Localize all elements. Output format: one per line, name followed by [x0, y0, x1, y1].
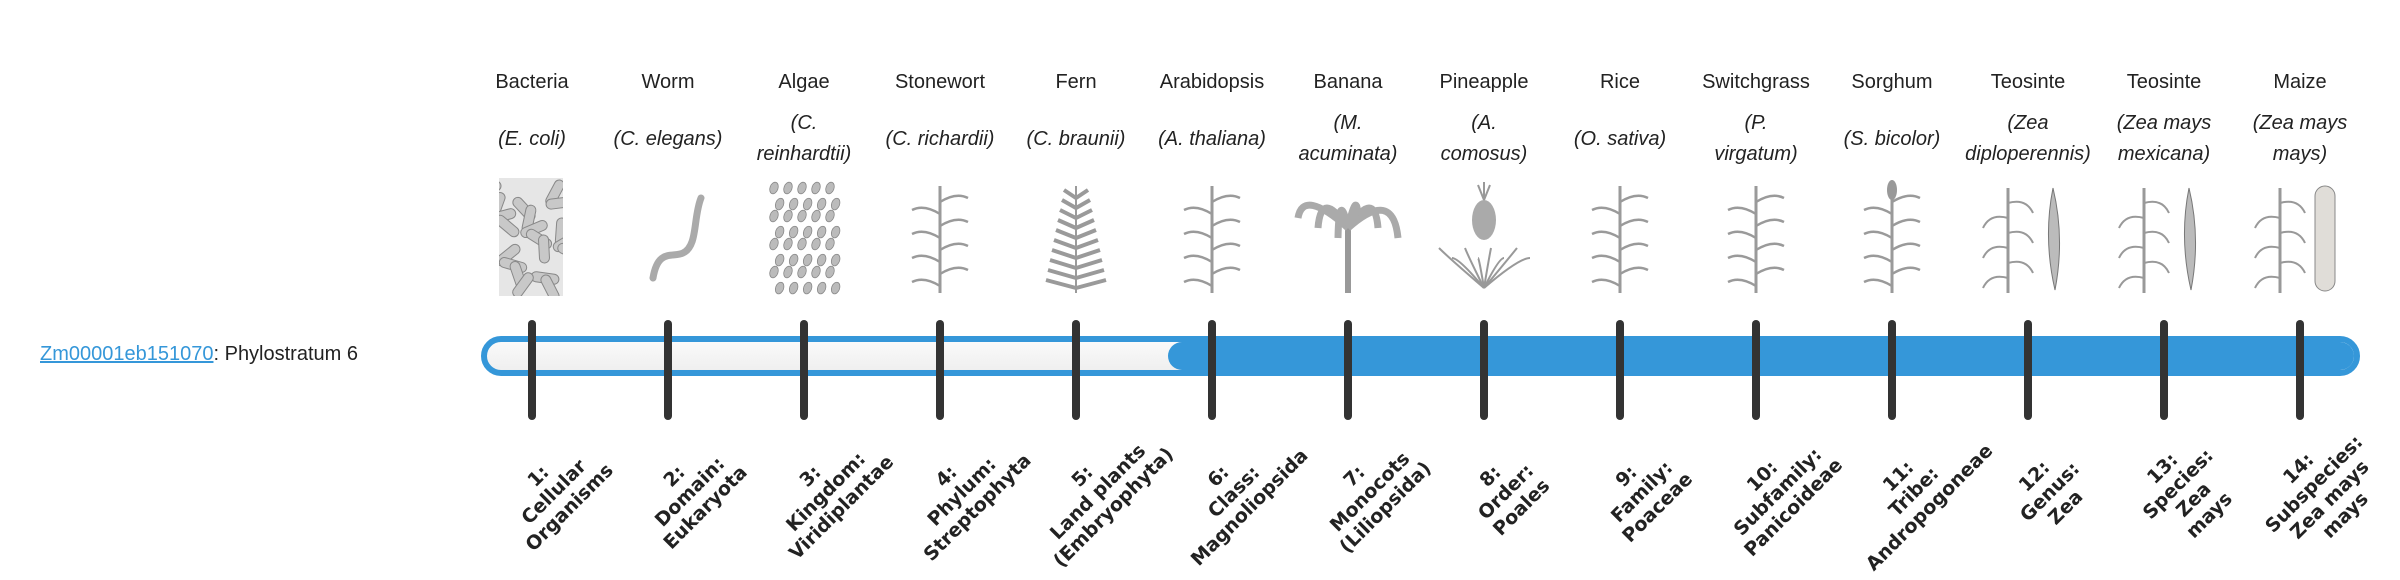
fern-icon — [1021, 178, 1131, 296]
stratum-rank-text: 4: Phylum: Streptophyta — [919, 449, 1036, 566]
stratum-tick — [800, 320, 808, 420]
stratum-rank-text: 6: Class: Magnoliopsida — [1186, 444, 1313, 571]
stratum-rank-text: 11: Tribe: Andropogoneae — [1861, 439, 1998, 576]
stratum-tick — [1208, 320, 1216, 420]
stratum-tick — [1616, 320, 1624, 420]
stratum-tick — [664, 320, 672, 420]
stratum-rank-text: 1: Cellular Organisms — [517, 455, 618, 556]
organism-common-name: Algae — [778, 71, 830, 93]
maize-icon — [2245, 178, 2355, 296]
stratum-tick — [936, 320, 944, 420]
stratum-rank-text: 14: Subspecies: Zea mays mays — [2261, 431, 2374, 544]
phylostratum-fill — [1168, 342, 2354, 370]
gene-phylostratum-label: Zm00001eb151070: Phylostratum 6 — [40, 340, 358, 368]
organism-common-name: Fern — [1055, 71, 1097, 93]
bacteria-icon — [477, 178, 587, 296]
stratum-tick — [1072, 320, 1080, 420]
stratum-tick — [1480, 320, 1488, 420]
sorghum-icon — [1837, 178, 1947, 296]
stratum-tick — [528, 320, 536, 420]
organism-common-name: Arabidopsis — [1159, 71, 1265, 93]
pineapple-icon — [1429, 178, 1539, 296]
organism-species-name: (S. bicolor) — [1843, 127, 1941, 150]
stratum-rank-text: 8: Order: Poales — [1473, 459, 1555, 541]
stratum-rank-text: 3: Kingdom: Viridiplantae — [782, 448, 899, 565]
organism-common-name: Teosinte — [2126, 71, 2202, 93]
algae-icon — [749, 178, 859, 296]
phylostratum-text: : Phylostratum 6 — [213, 343, 358, 365]
arabidopsis-icon — [1157, 178, 1267, 296]
organism-common-name: Rice — [1599, 71, 1640, 93]
stratum-rank-text: 9: Family: Poaceae — [1606, 456, 1698, 548]
stratum-tick — [1752, 320, 1760, 420]
stratum-tick — [2024, 320, 2032, 420]
stratum-rank-text: 12: Genus: Zea — [2014, 456, 2088, 530]
stratum-tick — [1888, 320, 1896, 420]
gene-id-link[interactable]: Zm00001eb151070 — [40, 343, 214, 365]
organism-species-name: (A. thaliana) — [1158, 127, 1266, 150]
organism-common-name: Pineapple — [1439, 71, 1529, 93]
stonewort-icon — [885, 178, 995, 296]
switchgrass-icon — [1701, 178, 1811, 296]
organism-species-name: (C. reinhardtii) — [756, 112, 852, 165]
stratum-tick — [2160, 320, 2168, 420]
organism-common-name: Maize — [2273, 71, 2327, 93]
stratum-rank-text: 13: Species: Zea mays — [2138, 444, 2237, 543]
teosinte-icon — [1973, 178, 2083, 296]
organism-species-name: (O. sativa) — [1573, 127, 1667, 150]
stratum-rank-text: 10: Subfamily: Panicoideae — [1729, 443, 1848, 562]
banana-icon — [1293, 178, 1403, 296]
organism-common-name: Teosinte — [1990, 71, 2066, 93]
organism-common-name: Bacteria — [495, 71, 569, 93]
organism-common-name: Worm — [641, 71, 695, 93]
organism-species-name: (C. elegans) — [613, 127, 723, 150]
organism-common-name: Stonewort — [894, 71, 986, 93]
organism-species-name: (Zea diploperennis) — [1965, 112, 2091, 165]
stratum-tick — [1344, 320, 1352, 420]
phylostratum-bar — [481, 336, 2360, 376]
organism-species-name: (M. acuminata) — [1298, 112, 1398, 165]
organism-species-name: (Zea mays mexicana) — [2116, 112, 2212, 165]
stratum-rank-text: 7: Monocots (Liliopsida) — [1325, 447, 1436, 558]
rice-icon — [1565, 178, 1675, 296]
organism-species-name: (P. virgatum) — [1714, 112, 1798, 165]
organism-species-name: (C. braunii) — [1026, 127, 1126, 150]
stratum-rank-text: 2: Domain: Eukaryota — [650, 452, 752, 554]
organism-species-name: (C. richardii) — [885, 127, 995, 150]
stratum-rank-text: 5: Land plants (Embryophyta) — [1045, 439, 1178, 572]
organism-species-name: (A. comosus) — [1440, 112, 1528, 165]
worm-icon — [613, 178, 723, 296]
organism-species-name: (Zea mays mays) — [2252, 112, 2348, 165]
stratum-tick — [2296, 320, 2304, 420]
organism-common-name: Banana — [1313, 71, 1383, 93]
organism-species-name: (E. coli) — [498, 127, 566, 150]
organism-common-name: Switchgrass — [1702, 71, 1810, 93]
teosinte-icon — [2109, 178, 2219, 296]
organism-common-name: Sorghum — [1851, 71, 1933, 93]
